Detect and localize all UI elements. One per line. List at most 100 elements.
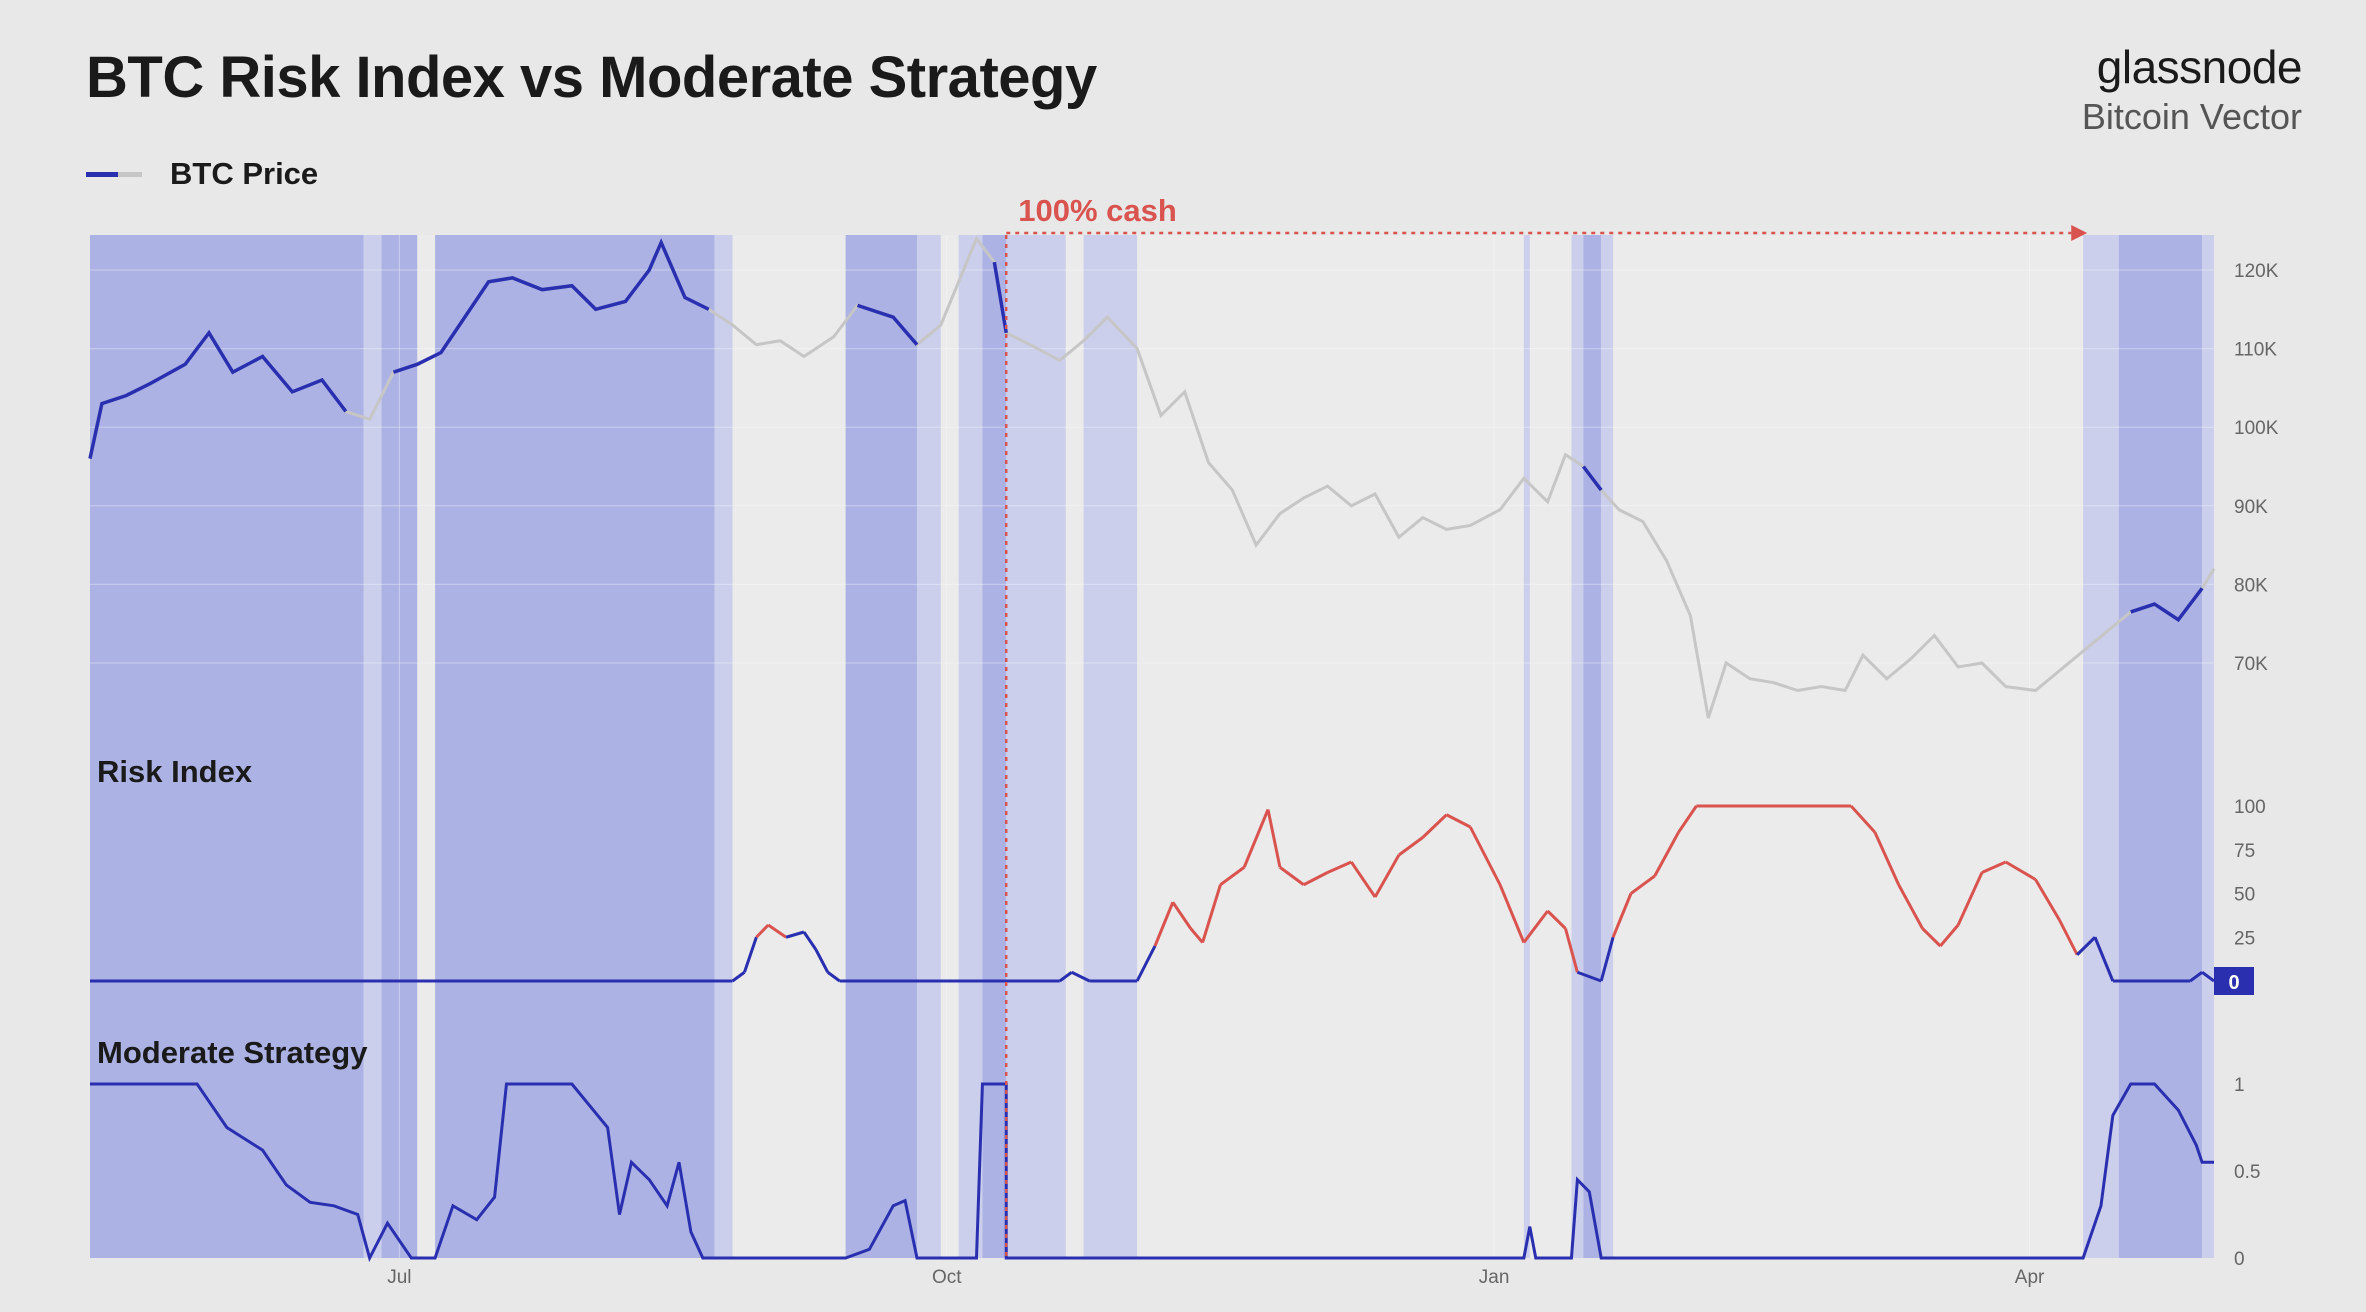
- brand-logo: glassnode Bitcoin Vector: [2081, 40, 2303, 138]
- allocation-band: [1583, 235, 1602, 1258]
- y-tick-label: 110K: [2234, 340, 2277, 361]
- risk-segment: [1939, 924, 1960, 947]
- allocation-band: [1523, 235, 1530, 1258]
- risk-segment: [1242, 808, 1270, 868]
- risk-segment: [1576, 970, 1602, 983]
- risk-segment: [1522, 910, 1549, 944]
- risk-segment: [1956, 871, 1984, 926]
- y-tick-label: 1: [2234, 1075, 2245, 1096]
- risk-segment: [1921, 927, 1942, 948]
- risk-segment: [1398, 836, 1424, 857]
- risk-segment: [1498, 884, 1526, 944]
- risk-current-badge: [2214, 967, 2254, 995]
- risk-segment: [1873, 831, 1901, 886]
- allocation-band: [845, 235, 917, 1258]
- risk-segment: [1219, 866, 1246, 886]
- y-tick-label: 25: [2234, 928, 2255, 949]
- risk-segment: [2034, 878, 2061, 921]
- risk-segment: [1611, 892, 1633, 938]
- legend: BTC Price: [86, 156, 318, 192]
- allocation-band: [2202, 235, 2214, 1258]
- risk-segment: [1071, 970, 1091, 983]
- risk-segment: [1189, 927, 1204, 944]
- risk-segment: [731, 971, 746, 983]
- risk-segment: [1599, 936, 1615, 982]
- series-risk-index: [90, 804, 2215, 983]
- legend-label-btc-price: BTC Price: [170, 156, 319, 191]
- allocation-band: [982, 235, 1007, 1258]
- risk-segment: [1153, 901, 1175, 947]
- x-tick-label: Jan: [1479, 1267, 1510, 1288]
- cash-annotation-label: 100% cash: [1018, 193, 1177, 228]
- risk-segment: [1266, 809, 1282, 868]
- y-tick-label: 90K: [2234, 497, 2268, 518]
- x-tick-label: Oct: [932, 1267, 962, 1288]
- allocation-band: [958, 235, 983, 1258]
- risk-segment: [1279, 866, 1305, 886]
- allocation-band: [1601, 235, 1614, 1258]
- risk-segment: [743, 936, 758, 973]
- risk-segment: [1058, 971, 1073, 983]
- risk-segment: [2093, 936, 2115, 982]
- risk-segment: [1201, 884, 1222, 943]
- risk-segment: [1326, 860, 1352, 874]
- allocation-band: [363, 235, 382, 1258]
- y-tick-label: 0: [2234, 1249, 2245, 1270]
- risk-segment: [1677, 805, 1698, 834]
- price-line-invested: [2130, 587, 2204, 623]
- allocation-band: [916, 235, 941, 1258]
- risk-segment: [785, 930, 805, 939]
- allocation-band: [435, 235, 715, 1258]
- panel-label-risk: Risk Index: [97, 754, 253, 789]
- risk-segment: [2005, 860, 2037, 881]
- allocation-band: [2118, 235, 2203, 1258]
- risk-segment: [1445, 813, 1471, 829]
- risk-segment: [2057, 919, 2079, 956]
- risk-segment: [2189, 971, 2203, 983]
- allocation-band: [714, 235, 733, 1258]
- risk-segment: [1849, 804, 1876, 834]
- y-tick-label: 70K: [2234, 654, 2268, 675]
- risk-segment: [2201, 971, 2215, 983]
- series-moderate-strategy: [90, 1082, 2214, 1263]
- price-line-invested: [856, 303, 919, 346]
- allocation-band: [1006, 235, 1066, 1258]
- allocation-band: [1083, 235, 1138, 1258]
- risk-segment: [1135, 945, 1157, 982]
- allocation-band: [1571, 235, 1584, 1258]
- y-tick-label: 75: [2234, 841, 2255, 862]
- brand-subtitle: Bitcoin Vector: [2081, 96, 2302, 137]
- risk-segment: [1630, 874, 1656, 895]
- x-tick-label: Jul: [387, 1267, 411, 1288]
- y-tick-label: 120K: [2234, 261, 2279, 282]
- risk-segment: [802, 931, 818, 951]
- risk-segment: [1373, 854, 1401, 898]
- risk-segment: [1468, 826, 1502, 886]
- risk-current-value: 0: [2228, 972, 2239, 994]
- chart-title: BTC Risk Index vs Moderate Strategy: [86, 45, 1097, 110]
- panel-label-strategy: Moderate Strategy: [97, 1035, 368, 1070]
- allocation-band: [2083, 235, 2119, 1258]
- risk-segment: [1303, 871, 1329, 887]
- price-line-invested: [392, 238, 710, 374]
- risk-segment: [826, 971, 841, 983]
- y-tick-label: 100K: [2234, 418, 2279, 439]
- risk-segment: [1564, 928, 1579, 973]
- strategy-line: [90, 1082, 2214, 1263]
- legend-swatch: [86, 171, 142, 177]
- risk-segment: [755, 923, 770, 939]
- risk-segment: [814, 948, 830, 973]
- allocation-bands: [90, 235, 2214, 1258]
- price-line-invested: [1581, 465, 1603, 492]
- y-tick-label: 80K: [2234, 575, 2268, 596]
- price-line-invested: [992, 261, 1008, 334]
- risk-segment: [1546, 909, 1567, 930]
- risk-segment: [1897, 884, 1924, 930]
- y-tick-label: 50: [2234, 885, 2255, 906]
- risk-segment: [1653, 831, 1680, 877]
- risk-segment: [1981, 860, 2007, 874]
- series-btc-price: [88, 235, 2216, 719]
- risk-segment: [2076, 936, 2097, 956]
- risk-segment: [1350, 861, 1377, 898]
